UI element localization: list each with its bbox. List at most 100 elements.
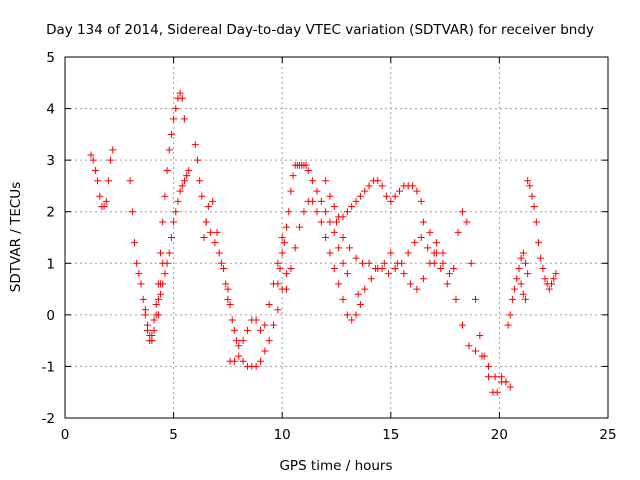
data-point-o xyxy=(521,259,529,267)
data-point-p xyxy=(534,239,542,247)
data-point-n xyxy=(454,228,462,236)
data-point-b xyxy=(152,301,160,309)
data-point-o xyxy=(511,285,519,293)
data-point-a xyxy=(102,197,110,205)
data-point-m xyxy=(485,362,493,370)
data-point-i xyxy=(352,311,360,319)
data-point-j xyxy=(361,187,369,195)
data-point-k xyxy=(417,234,425,241)
data-point-d xyxy=(150,326,158,334)
data-point-l xyxy=(413,285,421,293)
data-point-b xyxy=(137,280,145,288)
data-point-j xyxy=(322,177,330,185)
data-point-p xyxy=(541,275,549,283)
y-tick-label: 2 xyxy=(46,205,55,221)
data-point-d xyxy=(144,321,152,329)
data-point-m xyxy=(452,295,460,303)
data-point-h xyxy=(309,177,317,185)
data-point-k xyxy=(385,270,393,278)
data-point-b xyxy=(135,270,143,278)
data-point-n xyxy=(493,388,501,396)
data-point-l xyxy=(361,285,369,293)
data-point-d xyxy=(146,331,154,339)
data-point-i xyxy=(339,295,347,303)
data-point-k xyxy=(333,218,340,226)
data-point-a xyxy=(87,151,95,159)
data-point-e xyxy=(278,234,286,241)
data-point-m xyxy=(432,239,440,247)
data-point-c xyxy=(170,218,178,226)
data-point-j xyxy=(413,187,421,195)
data-point-o xyxy=(513,275,521,283)
data-point-n xyxy=(480,352,488,360)
data-point-e xyxy=(252,316,260,324)
data-point-k xyxy=(404,249,412,257)
data-point-e xyxy=(235,342,243,350)
data-point-e xyxy=(196,177,204,185)
data-point-i xyxy=(283,285,291,293)
x-tick-label: 15 xyxy=(382,427,399,443)
data-point-j xyxy=(352,197,360,205)
data-point-n xyxy=(443,280,451,288)
axis-ticks: 0 5 10 15 20 25 -2 -1 0 1 2 3 4 5 xyxy=(42,50,617,443)
data-point-n xyxy=(502,378,510,386)
data-point-l xyxy=(367,275,375,283)
data-point-i xyxy=(335,280,343,288)
data-point-n xyxy=(467,259,475,267)
data-point-c xyxy=(165,249,173,257)
data-point-j xyxy=(348,203,356,211)
data-point-j xyxy=(339,213,347,221)
data-point-l xyxy=(387,249,395,257)
data-point-a xyxy=(107,156,115,164)
data-point-c xyxy=(174,197,182,205)
data-point-h xyxy=(274,280,282,288)
x-tick-label: 25 xyxy=(599,427,616,443)
data-point-e xyxy=(224,285,232,293)
data-point-b xyxy=(159,218,167,226)
chart-title: Day 134 of 2014, Sidereal Day-to-day VTE… xyxy=(46,22,594,38)
data-point-b xyxy=(128,208,136,216)
data-point-l xyxy=(354,290,362,298)
data-point-o xyxy=(504,321,512,329)
data-point-i xyxy=(356,301,364,309)
data-point-m xyxy=(439,249,447,257)
data-point-i xyxy=(296,223,304,231)
data-point-m xyxy=(426,228,434,236)
data-point-f xyxy=(224,295,232,303)
data-point-e xyxy=(191,141,199,149)
data-point-c xyxy=(183,172,191,180)
data-point-p xyxy=(528,192,536,200)
data-point-e xyxy=(193,156,201,164)
data-point-e xyxy=(215,249,223,257)
data-point-g xyxy=(252,362,260,370)
data-point-a xyxy=(89,156,97,164)
data-point-c xyxy=(178,182,186,190)
data-point-h xyxy=(343,270,351,278)
data-point-p xyxy=(517,280,525,288)
data-point-h xyxy=(276,264,284,272)
data-point-n xyxy=(463,218,471,226)
data-point-m xyxy=(445,270,453,278)
data-point-f xyxy=(217,259,225,267)
data-point-g xyxy=(235,352,243,360)
data-point-g xyxy=(274,306,282,314)
data-point-b xyxy=(167,130,175,138)
data-point-b xyxy=(180,115,188,123)
data-point-c xyxy=(172,208,180,216)
data-point-p xyxy=(552,270,560,278)
data-point-f xyxy=(222,280,230,288)
data-point-k xyxy=(339,234,347,241)
data-point-c xyxy=(185,166,193,174)
data-point-j xyxy=(330,203,338,211)
data-point-p xyxy=(521,295,529,303)
data-point-e xyxy=(226,301,234,309)
data-point-b xyxy=(165,146,173,154)
data-point-p xyxy=(545,285,553,293)
data-point-p xyxy=(539,264,547,272)
data-point-d xyxy=(152,311,160,319)
data-point-e xyxy=(230,326,238,334)
data-point-e xyxy=(261,321,269,329)
data-point-p xyxy=(550,275,558,283)
data-point-i xyxy=(330,264,338,272)
data-point-i xyxy=(309,197,317,205)
